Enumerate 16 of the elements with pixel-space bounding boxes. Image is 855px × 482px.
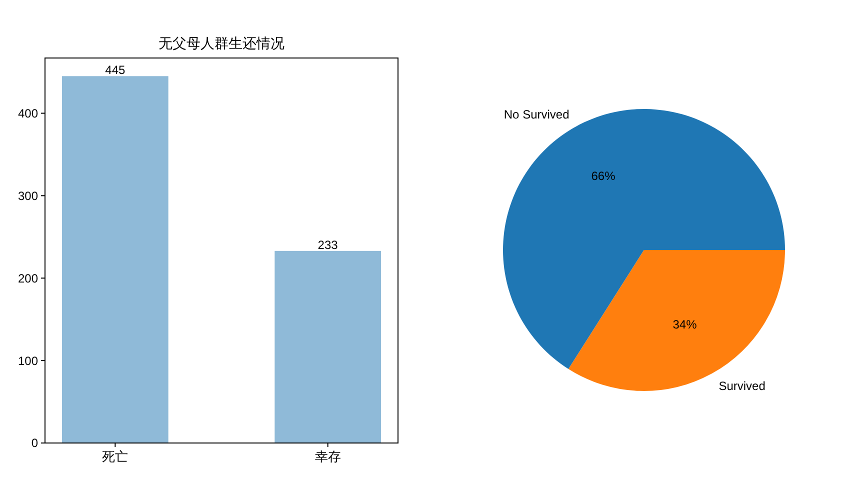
- data-label: 66%: [591, 169, 616, 184]
- y-tick-label: 400: [18, 106, 38, 120]
- slice-label: No Survived: [504, 107, 570, 122]
- data-label: 445: [105, 63, 126, 78]
- chart-title: 无父母人群生还情况: [158, 35, 284, 51]
- pie-slice: [503, 109, 785, 370]
- y-tick-label: 200: [18, 271, 38, 286]
- slice-label: Survived: [718, 379, 766, 394]
- data-label: 233: [318, 238, 338, 252]
- pie-slice: [568, 250, 785, 391]
- data-label: 34%: [672, 317, 698, 332]
- y-tick-label: 100: [18, 354, 38, 368]
- x-tick-label: 死亡: [102, 449, 128, 464]
- x-tick-label: 幸存: [314, 449, 341, 464]
- y-tick-label: 300: [18, 188, 38, 203]
- y-tick-label: 0: [31, 436, 38, 450]
